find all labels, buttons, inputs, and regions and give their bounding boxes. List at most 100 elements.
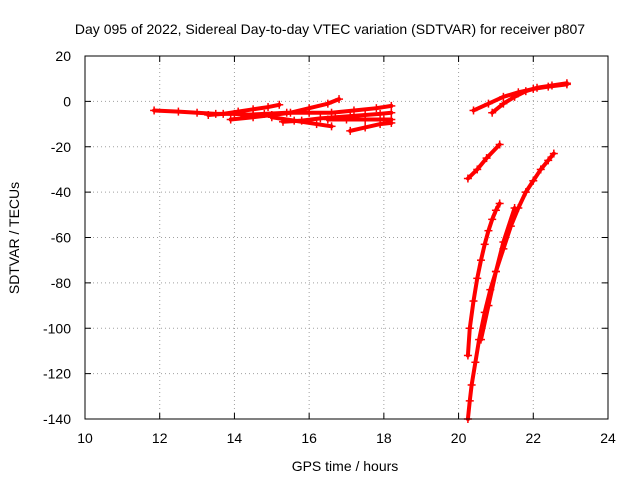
data-point-marker (361, 115, 370, 124)
data-point-marker (495, 140, 504, 149)
data-point-marker (488, 215, 497, 224)
data-point-marker (533, 83, 542, 92)
x-tick-label: 16 (301, 430, 317, 446)
y-tick-label: -20 (51, 139, 71, 155)
data-point-marker (465, 324, 474, 333)
data-point-marker (463, 351, 472, 360)
data-point-marker (499, 238, 508, 247)
data-point-marker (290, 116, 299, 125)
y-tick-label: -100 (43, 320, 71, 336)
series-trace (465, 142, 502, 181)
data-point-marker (237, 110, 246, 119)
data-point-marker (335, 95, 344, 104)
data-point-marker (316, 114, 325, 123)
data-point-marker (267, 113, 276, 122)
data-point-marker (549, 149, 558, 158)
data-point-marker (562, 79, 571, 88)
data-point-marker (312, 120, 321, 129)
data-point-marker (361, 123, 370, 132)
data-point-marker (491, 206, 500, 215)
data-point-marker (387, 101, 396, 110)
data-point-marker (476, 256, 485, 265)
data-point-marker (226, 115, 235, 124)
data-point-marker (193, 108, 202, 117)
y-tick-label: 0 (63, 93, 71, 109)
data-point-marker (376, 109, 385, 118)
series-trace (465, 201, 502, 358)
data-point-marker (323, 99, 332, 108)
data-point-marker (327, 122, 336, 131)
data-point-marker (342, 115, 351, 124)
data-marks (150, 79, 571, 423)
data-point-marker (465, 396, 474, 405)
x-tick-label: 22 (525, 430, 541, 446)
series-trace (478, 206, 517, 342)
data-point-marker (275, 100, 284, 109)
data-point-marker (249, 105, 258, 114)
y-tick-label: -120 (43, 366, 71, 382)
data-point-marker (495, 199, 504, 208)
data-point-marker (469, 106, 478, 115)
data-point-marker (349, 106, 358, 115)
data-point-marker (376, 120, 385, 129)
x-tick-label: 18 (376, 430, 392, 446)
data-point-marker (510, 204, 519, 213)
axis-ticks (84, 55, 609, 420)
data-point-marker (387, 108, 396, 117)
y-tick-label: -140 (43, 411, 71, 427)
y-tick-label: 20 (55, 48, 71, 64)
series-trace (269, 115, 334, 129)
x-tick-label: 20 (451, 430, 467, 446)
data-point-marker (260, 109, 269, 118)
data-point-marker (150, 106, 159, 115)
data-point-marker (204, 110, 213, 119)
data-point-marker (476, 335, 485, 344)
x-axis-label: GPS time / hours (292, 458, 399, 474)
data-point-marker (469, 297, 478, 306)
data-point-marker (174, 107, 183, 116)
series-trace (465, 151, 556, 421)
data-point-marker (327, 108, 336, 117)
x-tick-label: 10 (77, 430, 93, 446)
data-point-marker (491, 267, 500, 276)
data-point-marker (521, 87, 530, 96)
data-point-marker (484, 226, 493, 235)
data-point-marker (473, 165, 482, 174)
data-point-marker (471, 358, 480, 367)
data-point-marker (480, 240, 489, 249)
data-point-marker (219, 109, 228, 118)
data-point-marker (510, 92, 519, 101)
x-tick-label: 14 (227, 430, 243, 446)
data-point-marker (387, 118, 396, 127)
data-point-marker (499, 92, 508, 101)
x-tick-label: 24 (600, 430, 616, 446)
data-point-marker (499, 99, 508, 108)
data-point-marker (346, 126, 355, 135)
series-trace (471, 82, 569, 113)
data-point-marker (264, 103, 273, 112)
data-point-marker (323, 115, 332, 124)
data-point-marker (536, 165, 545, 174)
data-point-marker (484, 99, 493, 108)
data-point-marker (544, 156, 553, 165)
y-tick-label: -60 (51, 230, 71, 246)
data-point-marker (463, 174, 472, 183)
data-point-marker (482, 154, 491, 163)
data-point-marker (529, 176, 538, 185)
y-tick-label: -80 (51, 275, 71, 291)
data-point-marker (282, 108, 291, 117)
data-point-marker (484, 301, 493, 310)
chart-title: Day 095 of 2022, Sidereal Day-to-day VTE… (75, 21, 585, 37)
y-axis-label: SDTVAR / TECUs (6, 182, 22, 294)
data-point-marker (488, 108, 497, 117)
data-point-marker (372, 104, 381, 113)
y-tick-label: -40 (51, 184, 71, 200)
data-point-marker (521, 188, 530, 197)
series-trace (348, 120, 394, 133)
x-tick-label: 12 (152, 430, 168, 446)
data-point-marker (467, 380, 476, 389)
data-point-marker (305, 108, 314, 117)
data-point-marker (547, 81, 556, 90)
y-tick-labels: -140 -120 -100 -80 -60 -40 -20 0 20 (43, 48, 71, 427)
